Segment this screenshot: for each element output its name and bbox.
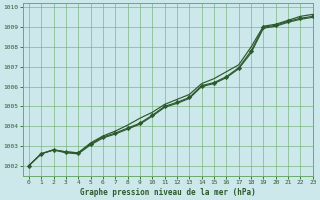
X-axis label: Graphe pression niveau de la mer (hPa): Graphe pression niveau de la mer (hPa) [80, 188, 256, 197]
